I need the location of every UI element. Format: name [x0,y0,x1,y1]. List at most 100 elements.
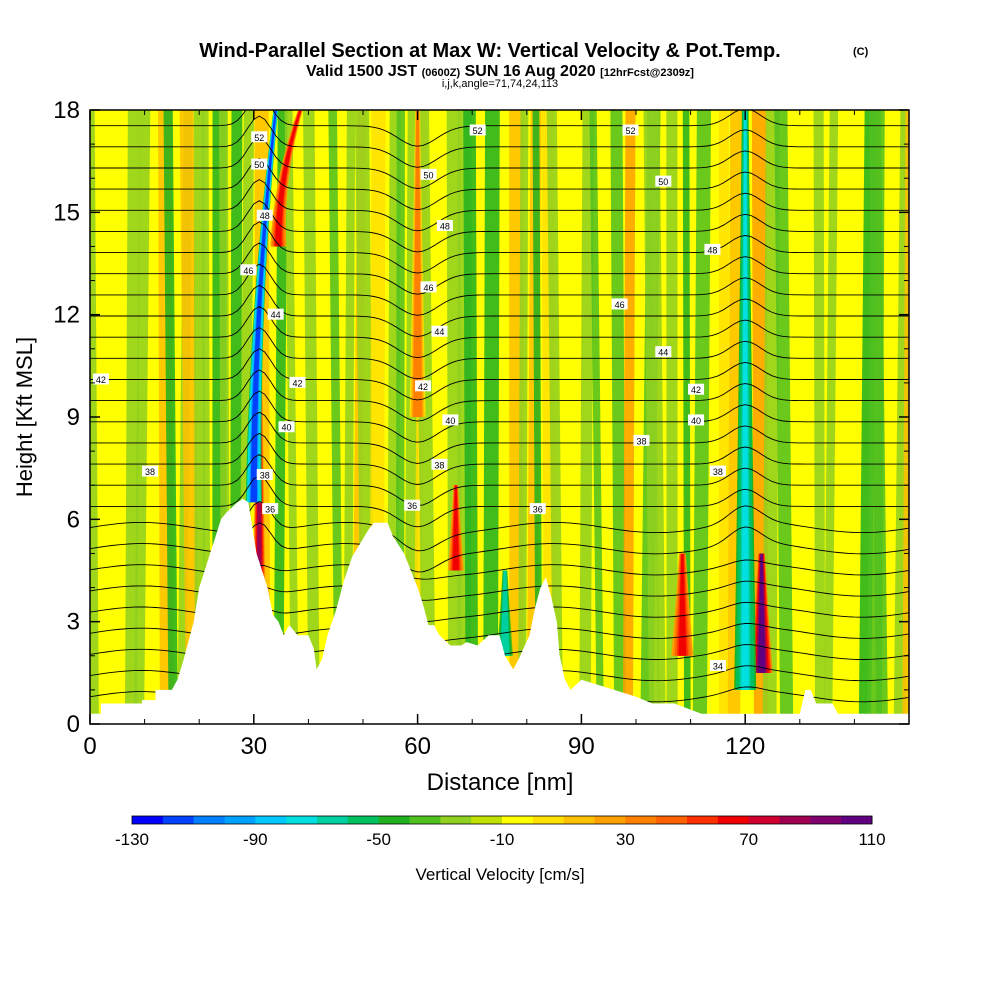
downdraft-core [250,110,277,503]
updraft-core [414,110,421,417]
theta-label-box [611,298,628,310]
theta-label-box [267,308,284,320]
theta-label-box [655,346,672,358]
theta-label-box [240,264,257,276]
isentrope-line [90,453,909,507]
colorbar-tick-label: -90 [243,830,268,849]
theta-label-box [262,503,279,515]
colorbar-tick-label: -130 [115,830,149,849]
x-tick-label: 60 [404,733,431,760]
theta-label: 44 [271,310,281,320]
w-streak [303,110,320,724]
w-streak [463,110,479,724]
plot-area: 52 50 48 46 44 42 40 38 36 52 50 48 46 44 42 40 38 36 36 52… [90,110,909,724]
theta-label: 40 [445,416,455,426]
y-tick-label: 12 [53,302,80,329]
theta-label-box [704,243,721,255]
colorbar-swatch [317,816,349,824]
colorbar-swatch [594,816,626,824]
theta-label: 42 [691,385,701,395]
colorbar-swatch [132,816,164,824]
colorbar-swatch [347,816,380,824]
colorbar-frame [131,815,873,825]
theta-label: 52 [626,126,636,136]
chart-subtitle: Valid 1500 JST (0600Z) SUN 16 Aug 2020 [… [306,63,694,80]
isentrope-line [90,136,909,189]
y-tick-label: 9 [67,404,80,431]
w-streak [718,110,729,724]
theta-label-box [442,414,459,426]
colorbar-swatch [779,816,811,824]
theta-labels: 52 50 48 46 44 42 40 38 36 52 50 48 46 44 42 40 38 36 36 52… [92,124,726,672]
w-streak [589,110,604,724]
chart-title-tag: (C) [853,46,869,58]
isentrope-line [90,327,909,380]
theta-label: 52 [473,126,483,136]
isentrope-line [90,179,909,232]
isentrope-line [90,305,909,359]
theta-label: 52 [254,133,264,143]
theta-label: 36 [265,505,275,515]
theta-label: 44 [434,327,444,337]
w-streak [284,110,299,724]
theta-label-box [688,383,705,395]
updraft-core [452,485,460,571]
theta-label-box [251,131,268,143]
theta-label: 38 [260,470,270,480]
y-axis-label: Height [Kft MSL] [12,337,37,497]
colorbar-swatch [748,816,780,824]
y-tick-label: 3 [67,609,80,636]
w-streak [532,110,543,724]
colorbar: -130 -90 -50 -10 30 70 110 [115,815,886,849]
w-streak [774,110,794,724]
isentrope-line [90,475,909,528]
colorbar-tick-label: 110 [858,830,885,849]
theta-label: 40 [282,423,292,433]
isentrope-line [90,348,909,401]
theta-label: 46 [424,283,434,293]
theta-label: 50 [254,160,264,170]
w-streak [579,110,594,724]
theta-label-box [256,468,273,480]
w-streak [163,110,178,724]
colorbar-tick-label: 30 [616,830,635,849]
colorbar-swatch [810,816,842,824]
isentrope-line [90,411,909,464]
colorbar-swatch [625,816,657,824]
colorbar-swatch [162,816,195,824]
theta-label: 38 [434,460,444,470]
terrain-mask [90,498,909,724]
theta-label-box [92,373,109,385]
theta-label: 40 [691,416,701,426]
chart-title: Wind-Parallel Section at Max W: Vertical… [199,40,780,62]
theta-label-box [529,503,546,515]
w-streak [328,110,344,724]
colorbar-swatch [687,816,719,824]
w-streak [610,110,627,724]
theta-label: 42 [418,382,428,392]
colorbar-swatch [841,816,873,824]
theta-label: 50 [424,170,434,180]
theta-label-box [251,158,268,170]
theta-label-box [709,660,726,672]
theta-label: 38 [636,436,646,446]
x-axis-label: Distance [nm] [427,769,574,796]
colorbar-swatch [440,816,472,824]
colorbar-label: Vertical Velocity [cm/s] [415,865,584,884]
isentrope-line [90,432,909,485]
theta-label-box [289,376,306,388]
y-tick-label: 18 [53,97,80,124]
w-streak [823,110,839,724]
x-tick-label: 30 [240,733,267,760]
downdraft-core [501,570,509,656]
theta-label-box [622,124,639,136]
w-streak [622,110,636,724]
colorbar-swatch [656,816,688,824]
theta-label: 42 [292,378,302,388]
isentrope-line [90,390,909,443]
colorbar-swatch [471,816,503,824]
colorbar-swatch [409,816,441,824]
theta-label-box [420,281,437,293]
colorbar-swatch [563,816,595,824]
